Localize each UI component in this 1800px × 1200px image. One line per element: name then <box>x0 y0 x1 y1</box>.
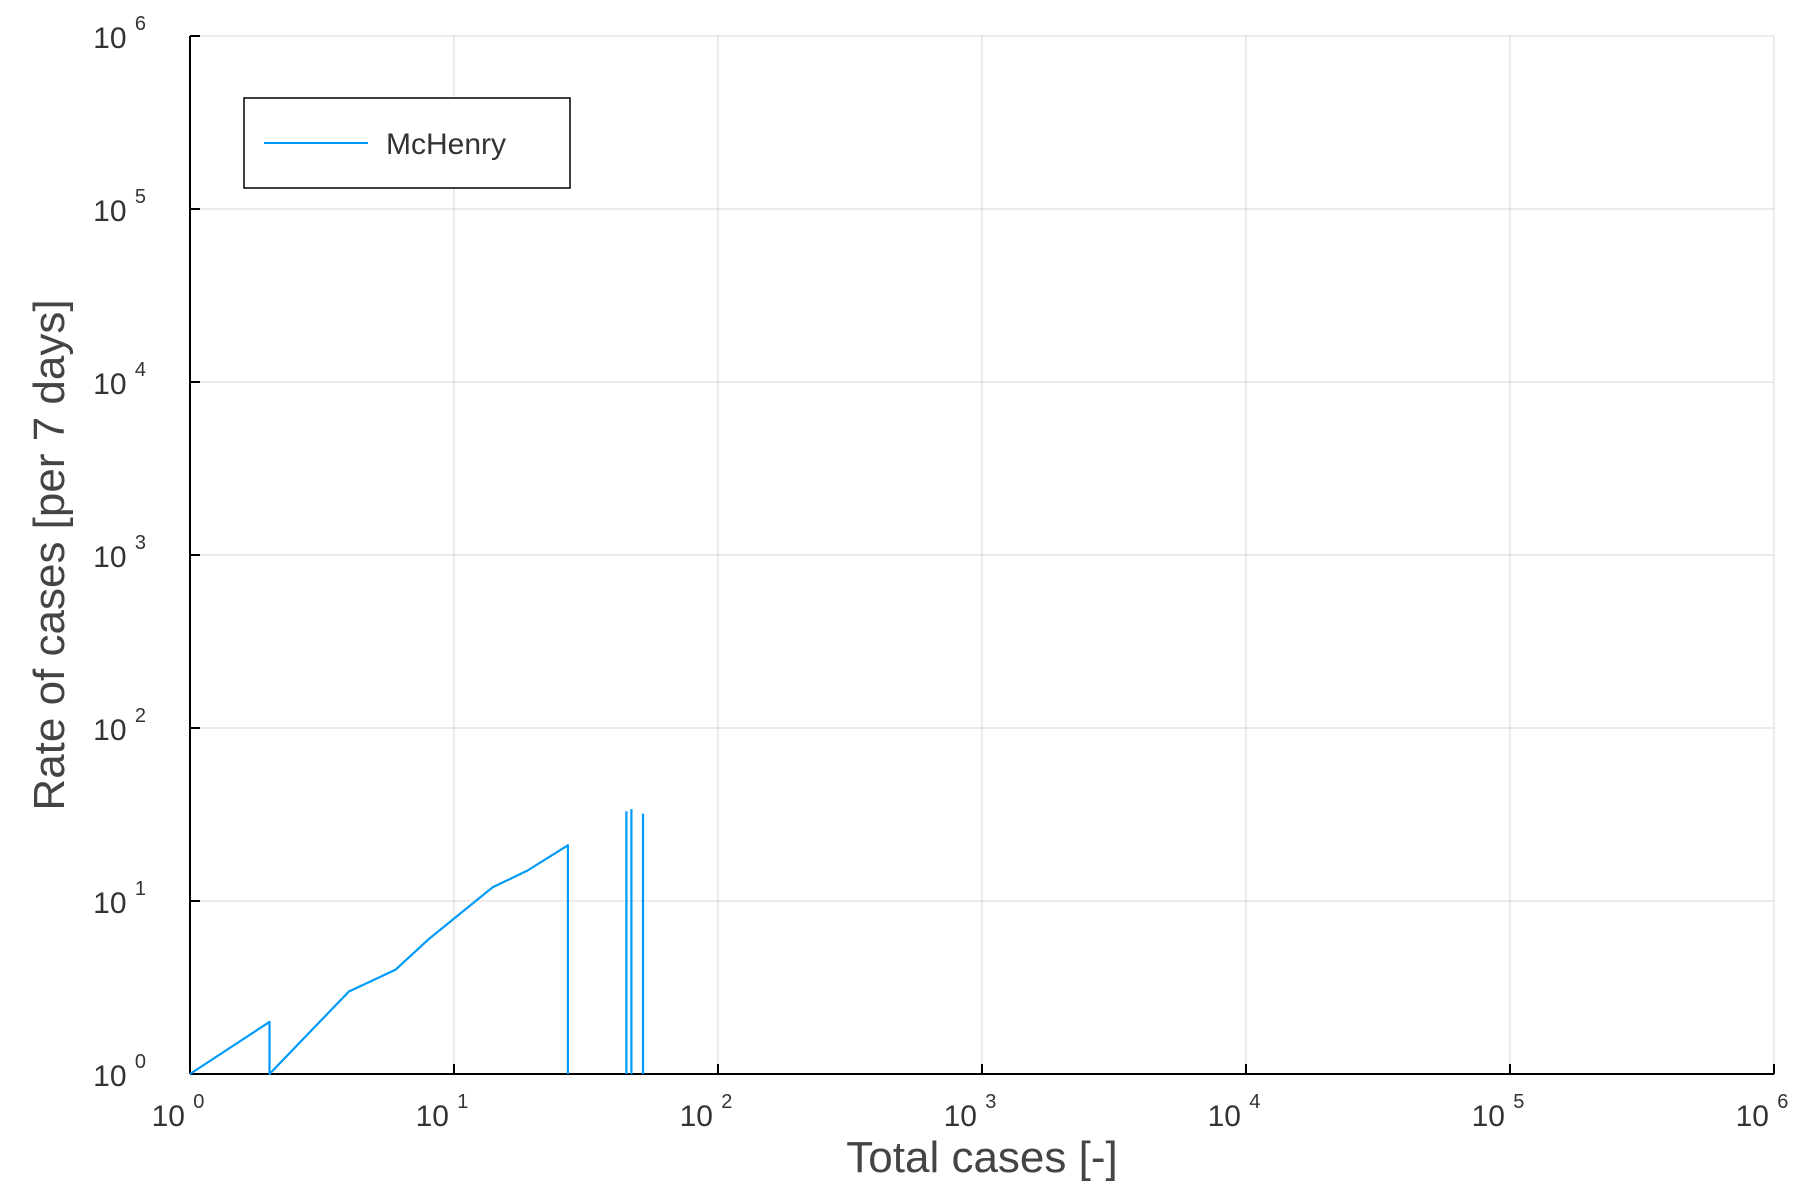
series-layer <box>189 809 645 1076</box>
x-axis-label: Total cases [-] <box>846 1133 1117 1182</box>
x-tick-label: 10 2 <box>680 1091 733 1133</box>
x-tick-label: 10 6 <box>1736 1091 1789 1133</box>
axes <box>189 35 1775 1075</box>
tick-labels: 10 0 10 1 10 2 10 3 10 4 10 5 10 6 10 0 10 1 10 2… <box>93 13 1788 1133</box>
y-tick-label: 10 6 <box>93 13 146 55</box>
y-tick-label: 10 4 <box>93 359 146 401</box>
x-tick-label: 10 1 <box>416 1091 469 1133</box>
y-tick-label: 10 5 <box>93 186 146 228</box>
y-axis-label: Rate of cases [per 7 days] <box>25 299 74 810</box>
y-tick-label: 10 2 <box>93 705 146 747</box>
series-line-mchenry <box>189 844 569 1076</box>
x-tick-label: 10 0 <box>152 1091 205 1133</box>
grid <box>189 35 1775 1075</box>
legend: McHenry <box>243 97 571 189</box>
legend-box <box>243 97 571 189</box>
x-tick-label: 10 5 <box>1472 1091 1525 1133</box>
y-tick-label: 10 3 <box>93 532 146 574</box>
x-tick-label: 10 3 <box>944 1091 997 1133</box>
x-tick-label: 10 4 <box>1208 1091 1261 1133</box>
y-tick-label: 10 0 <box>93 1051 146 1093</box>
y-tick-label: 10 1 <box>93 878 146 920</box>
legend-label-mchenry: McHenry <box>386 128 506 161</box>
